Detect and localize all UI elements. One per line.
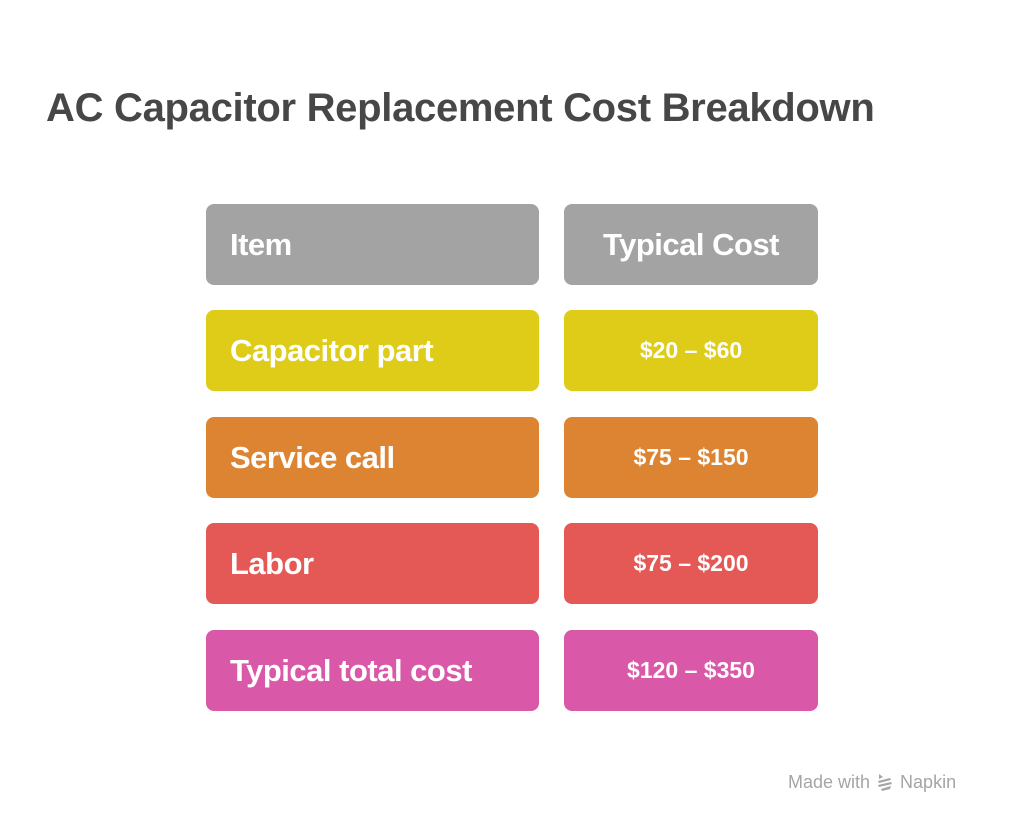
- row-item-labor: Labor: [206, 523, 539, 604]
- row-item-service-call: Service call: [206, 417, 539, 498]
- row-item-total: Typical total cost: [206, 630, 539, 711]
- header-item: Item: [206, 204, 539, 285]
- row-cost-capacitor-part: $20 – $60: [564, 310, 818, 391]
- napkin-logo-icon: [876, 772, 894, 792]
- napkin-brand-label: Napkin: [900, 771, 957, 792]
- row-item-capacitor-part: Capacitor part: [206, 310, 539, 391]
- page-title: AC Capacitor Replacement Cost Breakdown: [46, 86, 875, 130]
- made-with-napkin-badge[interactable]: Made with Napkin: [788, 768, 956, 796]
- row-cost-total: $120 – $350: [564, 630, 818, 711]
- made-with-label: Made with: [788, 771, 871, 792]
- header-cost: Typical Cost: [564, 204, 818, 285]
- row-cost-labor: $75 – $200: [564, 523, 818, 604]
- row-cost-service-call: $75 – $150: [564, 417, 818, 498]
